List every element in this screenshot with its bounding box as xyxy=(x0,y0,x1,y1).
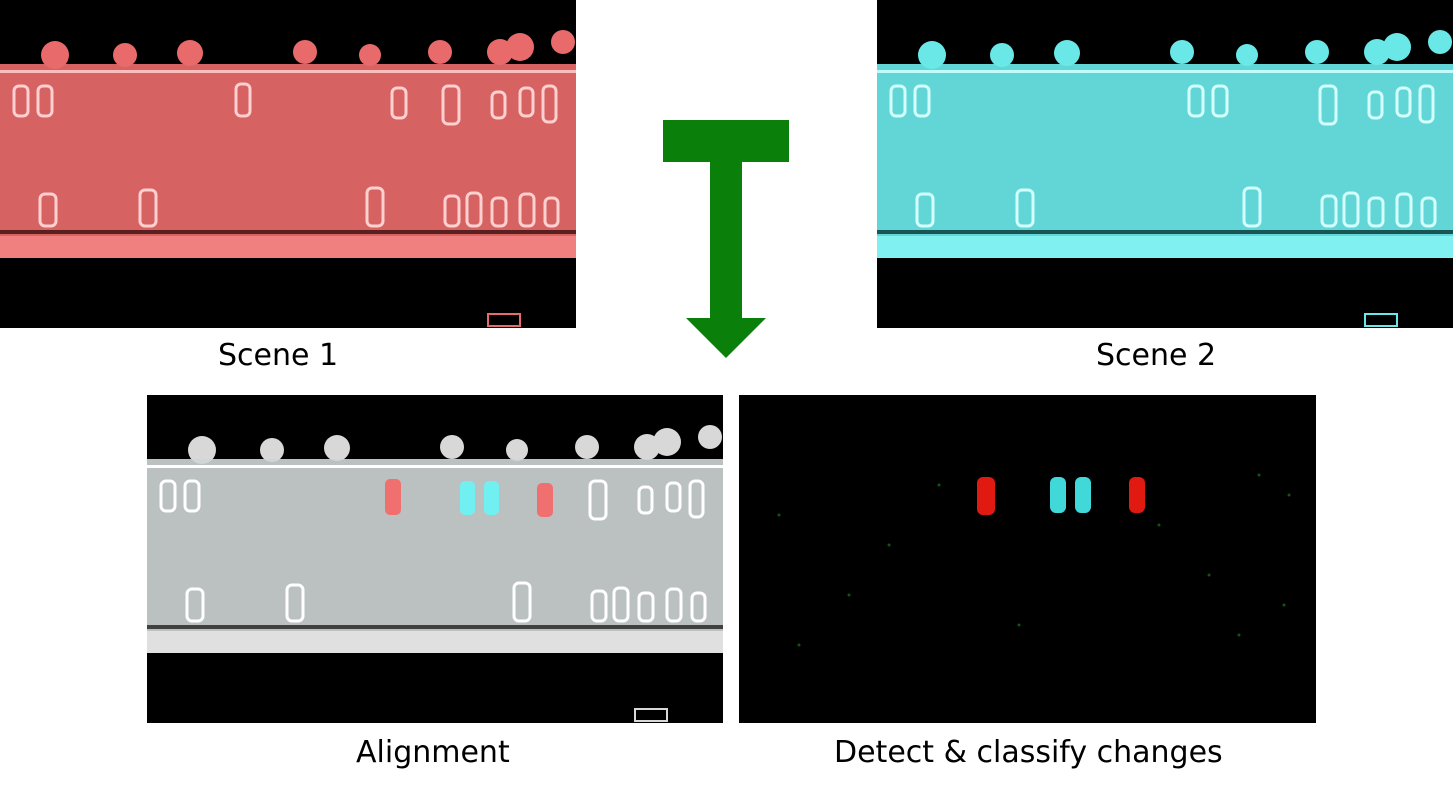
scene2-pointcloud-image xyxy=(877,0,1453,328)
scene1-pointcloud-image xyxy=(0,0,576,328)
scene1-caption: Scene 1 xyxy=(218,338,339,373)
changes-pointcloud-panel xyxy=(739,395,1316,723)
scene1-pointcloud-panel xyxy=(0,0,576,328)
flow-arrow-icon xyxy=(663,120,789,358)
alignment-caption: Alignment xyxy=(356,735,510,770)
changes-pointcloud-image xyxy=(739,395,1316,723)
alignment-pointcloud-panel xyxy=(147,395,723,723)
scene2-caption: Scene 2 xyxy=(1096,338,1217,373)
alignment-pointcloud-image xyxy=(147,395,723,723)
changes-caption: Detect & classify changes xyxy=(834,735,1223,770)
scene2-pointcloud-panel xyxy=(877,0,1453,328)
